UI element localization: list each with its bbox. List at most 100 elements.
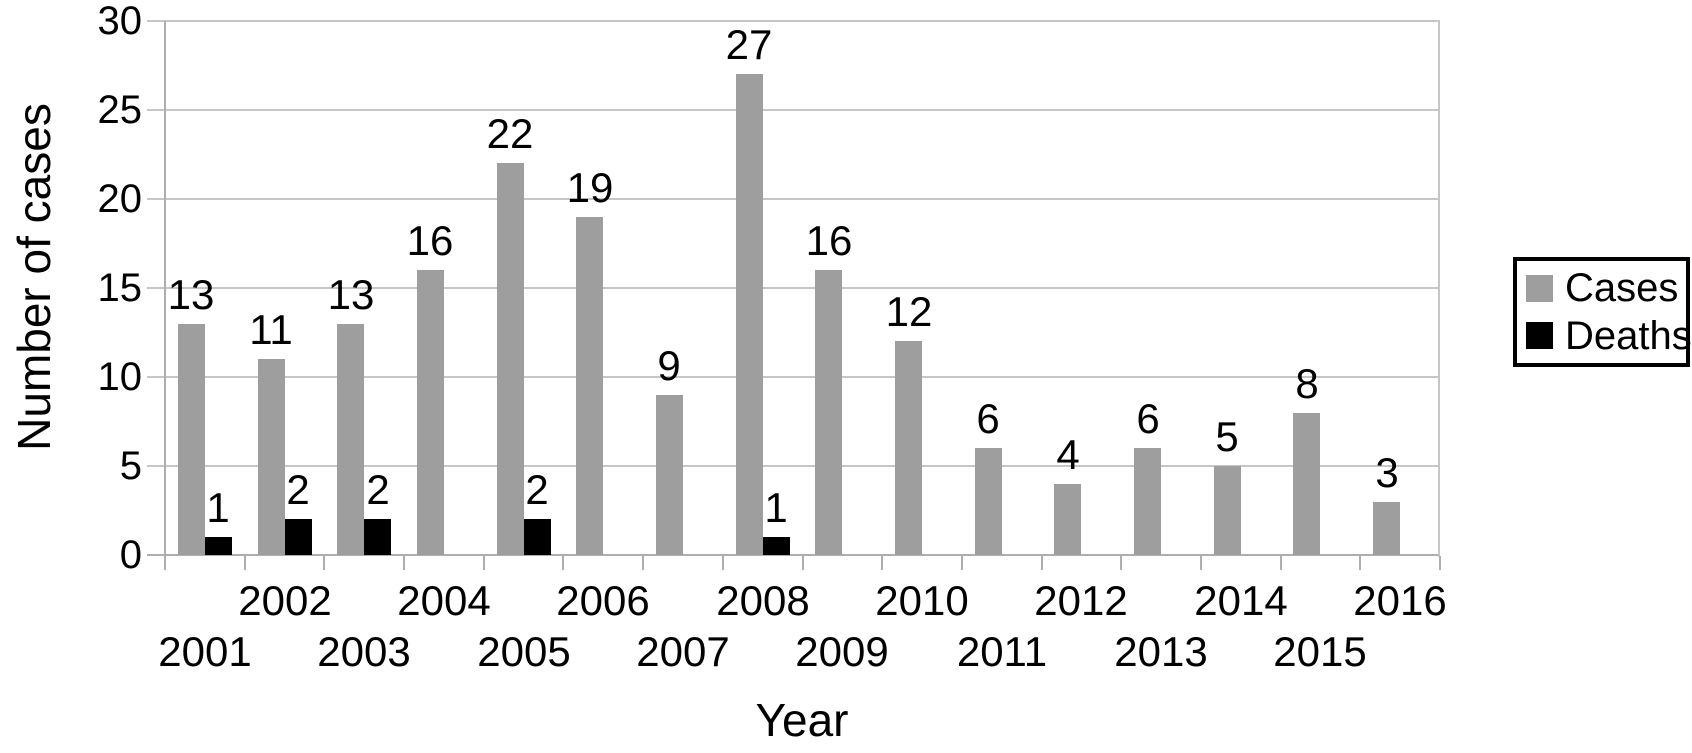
x-tick-label-2010: 2010 (875, 577, 969, 624)
y-axis-title: Number of cases (8, 103, 60, 451)
cases-bar-2008 (736, 74, 763, 555)
y-axis-line (164, 21, 166, 557)
y-tick-label-5: 5 (119, 444, 142, 488)
legend-label-deaths: Deaths (1565, 313, 1692, 358)
x-tick-label-2003: 2003 (317, 628, 411, 675)
gridline-5 (147, 465, 1440, 467)
cases-value-label-2006: 19 (566, 164, 614, 211)
x-tick-label-2006: 2006 (556, 577, 650, 624)
legend-item-cases: Cases (1526, 268, 1686, 308)
x-tick-mark (961, 556, 963, 570)
y-tick-label-25: 25 (97, 88, 143, 132)
cases-bar-2003 (337, 324, 364, 555)
cases-value-label-2004: 16 (406, 217, 454, 264)
legend-label-cases: Cases (1565, 266, 1679, 311)
y-tick-label-0: 0 (119, 533, 142, 577)
x-tick-mark (323, 556, 325, 570)
y-tick-label-15: 15 (97, 266, 143, 310)
y-tick-label-10: 10 (97, 355, 143, 399)
cases-value-label-2008: 27 (725, 21, 773, 68)
x-tick-label-2009: 2009 (795, 628, 889, 675)
x-axis-title: Year (755, 694, 849, 746)
x-tick-label-2008: 2008 (716, 577, 810, 624)
cases-value-label-2002: 11 (249, 306, 293, 353)
gridline-30 (147, 20, 1440, 22)
cases-value-label-2005: 22 (486, 110, 534, 157)
cases-bar-2004 (417, 270, 444, 555)
deaths-bar-2008 (763, 537, 790, 555)
cases-bar-2002 (258, 359, 285, 555)
x-tick-mark (1041, 556, 1043, 570)
x-tick-mark (1120, 556, 1122, 570)
x-tick-mark (403, 556, 405, 570)
cases-bar-2001 (178, 324, 205, 555)
cases-bar-2012 (1054, 484, 1081, 555)
x-tick-label-2014: 2014 (1194, 577, 1288, 624)
deaths-bar-2001 (205, 537, 232, 555)
gridline-15 (147, 287, 1440, 289)
x-tick-mark (483, 556, 485, 570)
plot-right-border (1438, 21, 1440, 557)
y-tick-label-20: 20 (97, 177, 143, 221)
y-tick-label-30: 30 (97, 0, 143, 43)
x-tick-label-2012: 2012 (1034, 577, 1128, 624)
x-tick-label-2005: 2005 (477, 628, 571, 675)
cases-bar-2015 (1293, 413, 1320, 555)
legend: Cases Deaths (1513, 257, 1692, 367)
x-tick-mark (1359, 556, 1361, 570)
deaths-swatch-icon (1526, 322, 1553, 350)
cases-value-label-2007: 9 (657, 342, 681, 389)
x-tick-mark (881, 556, 883, 570)
deaths-value-label-2008: 1 (764, 484, 788, 531)
x-tick-mark (642, 556, 644, 570)
x-tick-mark (164, 556, 166, 570)
x-tick-label-2011: 2011 (956, 628, 1048, 675)
x-tick-label-2004: 2004 (397, 577, 491, 624)
cases-bar-2013 (1134, 448, 1161, 555)
cases-value-label-2009: 16 (805, 217, 853, 264)
x-tick-label-2016: 2016 (1353, 577, 1447, 624)
x-tick-mark (1280, 556, 1282, 570)
x-tick-label-2013: 2013 (1114, 628, 1208, 675)
cases-bar-2009 (815, 270, 842, 555)
cases-bar-2016 (1373, 502, 1400, 555)
gridline-0 (147, 554, 1440, 556)
deaths-bar-2002 (285, 519, 312, 555)
x-tick-mark (802, 556, 804, 570)
x-tick-label-2001: 2001 (158, 628, 252, 675)
cases-value-label-2010: 12 (885, 288, 933, 335)
deaths-value-label-2003: 2 (366, 466, 390, 513)
legend-item-deaths: Deaths (1526, 316, 1692, 356)
gridline-25 (147, 109, 1440, 111)
cases-value-label-2013: 6 (1136, 395, 1160, 442)
x-tick-mark (244, 556, 246, 570)
cases-value-label-2014: 5 (1215, 413, 1239, 460)
deaths-value-label-2002: 2 (286, 466, 310, 513)
cases-value-label-2001: 13 (167, 271, 215, 318)
x-tick-mark (562, 556, 564, 570)
deaths-bar-2005 (524, 519, 551, 555)
cases-value-label-2011: 6 (976, 395, 1000, 442)
cases-bar-2010 (895, 341, 922, 555)
deaths-value-label-2005: 2 (525, 466, 549, 513)
x-tick-mark (1200, 556, 1202, 570)
cases-bar-2006 (576, 217, 603, 555)
cases-bar-2007 (656, 395, 683, 555)
cases-value-label-2016: 3 (1375, 449, 1399, 496)
gridline-10 (147, 376, 1440, 378)
deaths-bar-2003 (364, 519, 391, 555)
deaths-value-label-2001: 1 (206, 484, 230, 531)
x-tick-mark (722, 556, 724, 570)
cases-swatch-icon (1526, 274, 1553, 302)
cases-value-label-2012: 4 (1056, 431, 1080, 478)
cases-bar-2014 (1214, 466, 1241, 555)
x-tick-label-2007: 2007 (636, 628, 730, 675)
x-tick-label-2002: 2002 (238, 577, 332, 624)
x-tick-label-2015: 2015 (1273, 628, 1367, 675)
gridline-20 (147, 198, 1440, 200)
cases-value-label-2015: 8 (1295, 360, 1319, 407)
x-tick-mark (1439, 556, 1441, 570)
cases-bar-2011 (975, 448, 1002, 555)
cases-bar-2005 (497, 163, 524, 555)
